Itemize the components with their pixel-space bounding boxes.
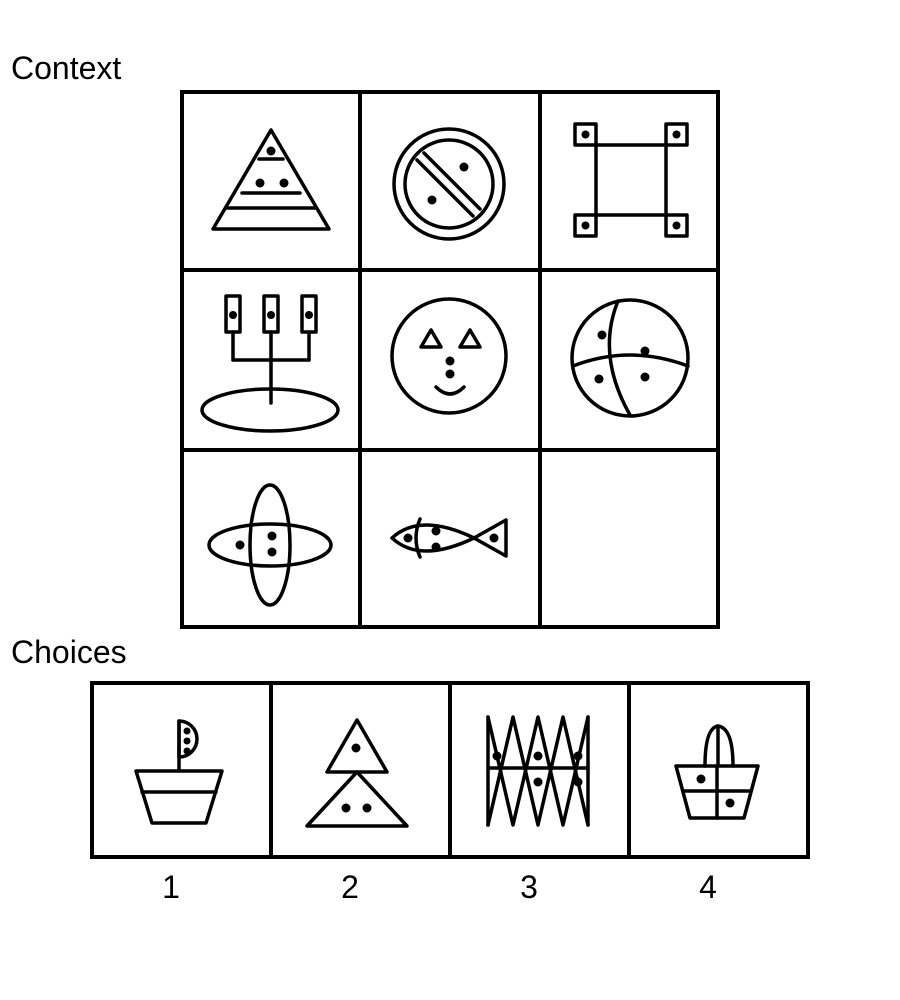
crossed-ellipses-icon — [207, 483, 333, 607]
choice-cell-1[interactable] — [90, 681, 273, 859]
choice-cell-3[interactable] — [448, 681, 631, 859]
context-cell-8 — [358, 448, 542, 629]
zigzag-triangles-icon — [486, 715, 590, 827]
basket-icon — [674, 724, 760, 820]
choice-number-4: 4 — [699, 869, 717, 905]
square-frame-icon — [573, 122, 689, 238]
candelabra-icon — [200, 294, 340, 433]
choice-cell-2[interactable] — [269, 681, 452, 859]
context-cell-3 — [538, 90, 720, 272]
context-label: Context — [11, 50, 122, 86]
context-cell-9-empty[interactable] — [538, 448, 720, 629]
layered-triangle-icon — [211, 128, 331, 231]
stacked-triangles-icon — [305, 718, 409, 828]
choice-number-2: 2 — [341, 869, 359, 905]
fish-icon — [390, 517, 508, 559]
boat-icon — [134, 719, 224, 825]
divided-ball-icon — [570, 298, 690, 418]
choice-number-1: 1 — [162, 869, 180, 905]
face-icon — [390, 297, 508, 415]
choices-label: Choices — [11, 634, 127, 670]
choice-number-3: 3 — [520, 869, 538, 905]
context-cell-1 — [180, 90, 362, 272]
prohibition-circle-icon — [392, 127, 506, 241]
context-cell-6 — [538, 268, 720, 452]
